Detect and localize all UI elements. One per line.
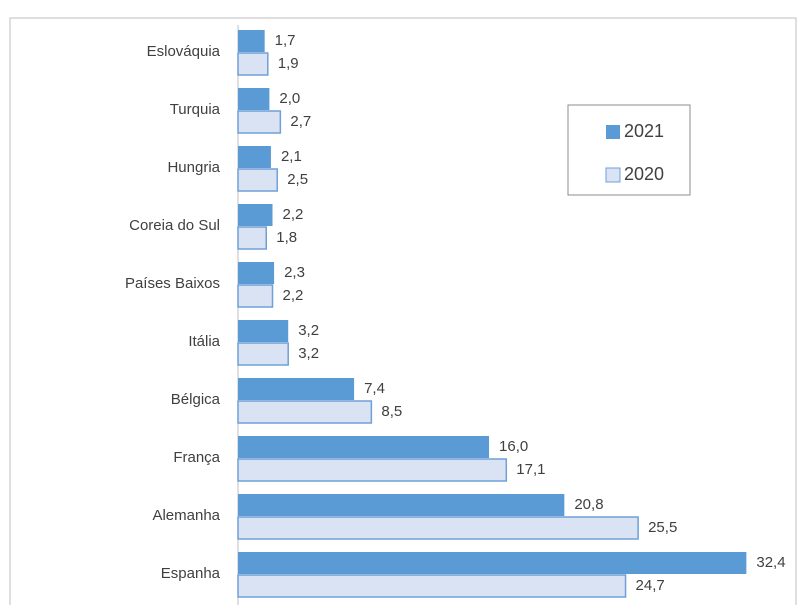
y-tick-label: Turquia bbox=[170, 101, 221, 118]
bar bbox=[237, 342, 289, 366]
bar bbox=[237, 168, 278, 192]
bar bbox=[238, 204, 273, 226]
y-tick-label: Bélgica bbox=[171, 391, 221, 408]
data-label: 16,0 bbox=[499, 438, 528, 455]
legend-label: 2020 bbox=[624, 164, 664, 184]
bar bbox=[238, 436, 490, 458]
data-label: 2,5 bbox=[287, 171, 308, 188]
data-label: 7,4 bbox=[364, 380, 385, 397]
data-label: 1,9 bbox=[278, 55, 299, 72]
bar bbox=[238, 262, 275, 284]
data-label: 3,2 bbox=[298, 345, 319, 362]
legend-label: 2021 bbox=[624, 121, 664, 141]
bar bbox=[238, 30, 265, 52]
bar bbox=[237, 226, 267, 250]
y-tick-label: Eslováquia bbox=[147, 43, 221, 60]
bar bbox=[238, 88, 270, 110]
data-label: 2,1 bbox=[281, 148, 302, 165]
bar bbox=[237, 516, 639, 540]
data-label: 25,5 bbox=[648, 519, 677, 536]
bar bbox=[238, 146, 271, 168]
bar bbox=[237, 284, 274, 308]
data-label: 1,8 bbox=[276, 229, 297, 246]
data-label: 24,7 bbox=[636, 577, 665, 594]
y-tick-label: Hungria bbox=[167, 159, 220, 176]
data-label: 17,1 bbox=[516, 461, 545, 478]
legend-box bbox=[567, 104, 691, 196]
data-label: 2,0 bbox=[279, 90, 300, 107]
bar bbox=[238, 494, 565, 516]
y-tick-label: Coreia do Sul bbox=[129, 217, 220, 234]
bar bbox=[238, 378, 355, 400]
data-label: 2,2 bbox=[283, 287, 304, 304]
y-tick-label: Itália bbox=[188, 333, 220, 350]
chart-frame bbox=[9, 17, 797, 605]
bar bbox=[237, 52, 269, 76]
bar bbox=[237, 458, 508, 482]
y-tick-label: Espanha bbox=[161, 565, 221, 582]
y-tick-label: Alemanha bbox=[152, 507, 220, 524]
data-label: 2,2 bbox=[283, 206, 304, 223]
data-label: 1,7 bbox=[275, 32, 296, 49]
bar bbox=[238, 320, 289, 342]
data-label: 2,3 bbox=[284, 264, 305, 281]
data-label: 3,2 bbox=[298, 322, 319, 339]
data-label: 20,8 bbox=[574, 496, 603, 513]
bar bbox=[237, 400, 373, 424]
bar bbox=[237, 110, 282, 134]
bar bbox=[238, 552, 747, 574]
legend-swatch bbox=[606, 125, 620, 139]
bar bbox=[237, 574, 627, 598]
legend-swatch bbox=[605, 167, 621, 183]
data-label: 32,4 bbox=[756, 554, 785, 571]
y-tick-label: Países Baixos bbox=[125, 275, 220, 292]
data-label: 2,7 bbox=[290, 113, 311, 130]
y-tick-label: França bbox=[173, 449, 220, 466]
data-label: 8,5 bbox=[381, 403, 402, 420]
